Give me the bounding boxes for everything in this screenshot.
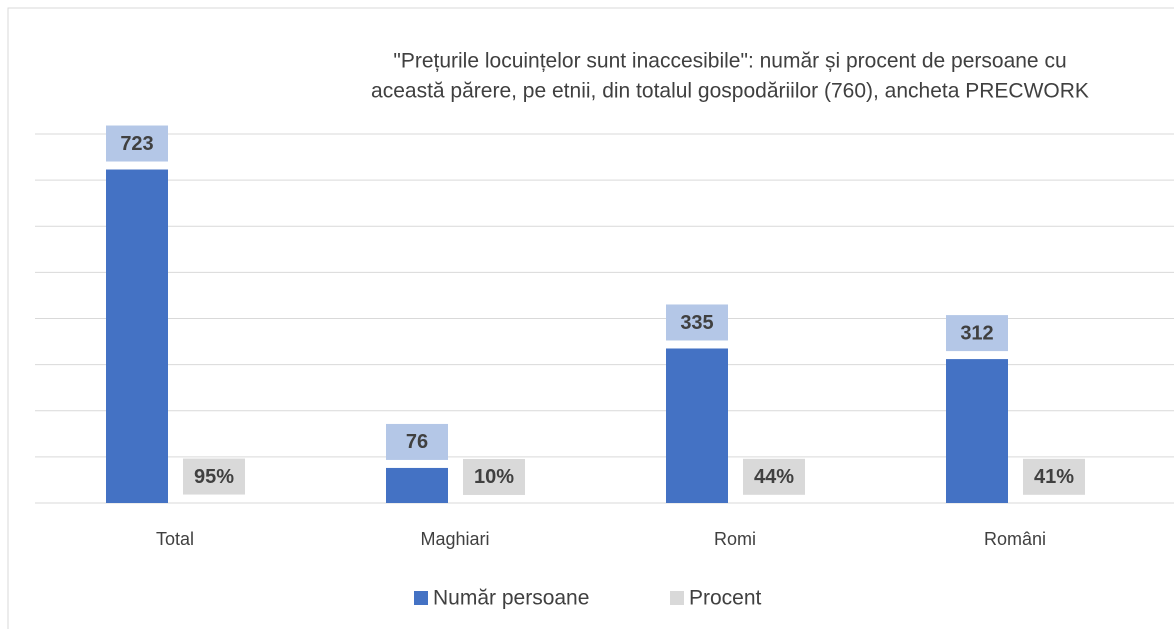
bar xyxy=(386,467,448,503)
bar xyxy=(106,169,168,504)
data-label-box xyxy=(946,315,1008,352)
data-label: 312 xyxy=(960,322,993,344)
data-label: 723 xyxy=(120,133,153,155)
x-tick-label: Total xyxy=(156,529,194,549)
chart-title: această părere, pe etnii, din totalul go… xyxy=(371,80,1089,103)
data-label: 335 xyxy=(680,312,713,334)
data-label-box xyxy=(1023,458,1085,495)
legend-swatch xyxy=(670,591,684,605)
bar xyxy=(666,348,728,503)
legend-swatch xyxy=(414,591,428,605)
data-label: 95% xyxy=(194,466,234,488)
x-tick-label: Maghiari xyxy=(420,529,489,549)
bar xyxy=(946,359,1008,503)
data-label-box xyxy=(106,125,168,162)
data-label-box xyxy=(183,458,245,495)
chart-title: "Prețurile locuințelor sunt inaccesibile… xyxy=(393,50,1066,73)
x-tick-label: Romi xyxy=(714,529,756,549)
legend-label: Procent xyxy=(689,587,762,610)
data-label-box xyxy=(386,423,448,460)
data-label: 44% xyxy=(754,466,794,488)
data-label: 41% xyxy=(1034,466,1074,488)
legend-label: Număr persoane xyxy=(433,587,589,610)
data-label-box xyxy=(666,304,728,341)
x-tick-label: Români xyxy=(984,529,1046,549)
data-label-box xyxy=(743,458,805,495)
data-label: 10% xyxy=(474,466,514,488)
data-label: 76 xyxy=(406,431,428,453)
data-label-box xyxy=(463,458,525,495)
